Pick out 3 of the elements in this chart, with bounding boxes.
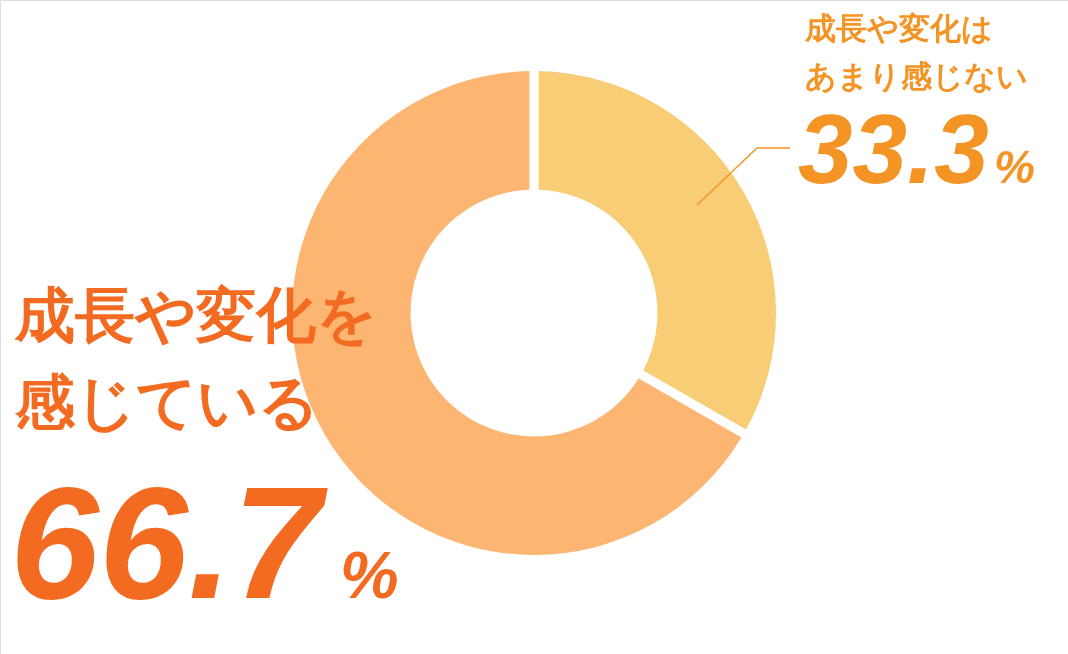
data-label: 33.3% [798,94,1035,204]
data-label: 66.7% [10,453,399,632]
slice-label: 成長や変化はあまり感じない [804,11,1028,94]
